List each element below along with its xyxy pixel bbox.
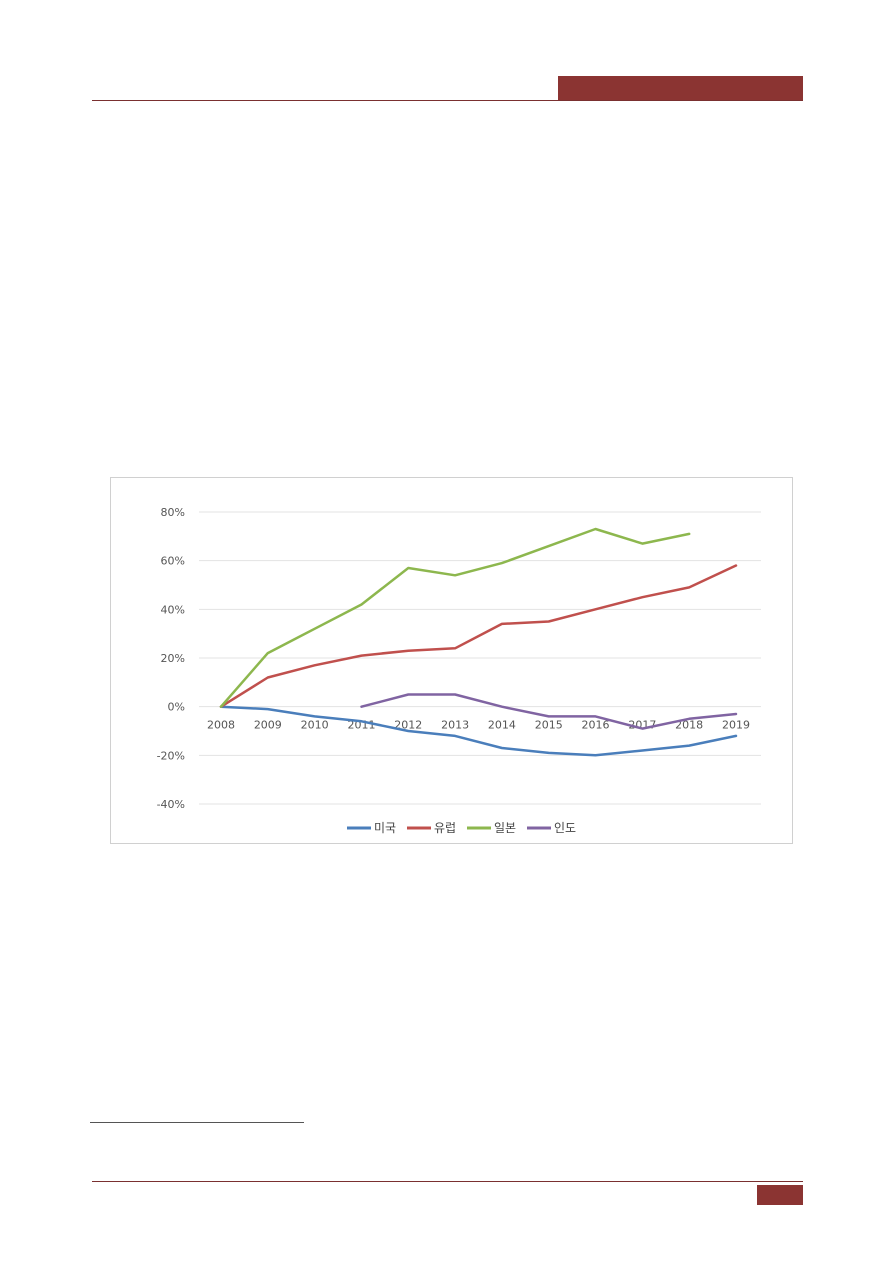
y-tick-label: 0% [168, 701, 185, 714]
y-tick-label: -40% [157, 798, 185, 811]
y-tick-label: -20% [157, 749, 185, 762]
chart-canvas: 80%60%40%20%0%-20%-40%2008 2009 2010 2011 20… [157, 506, 761, 835]
series-line [219, 564, 738, 708]
footer-rule [92, 1181, 803, 1182]
legend-label: 인도 [554, 821, 576, 835]
legend-label: 유럽 [434, 821, 456, 835]
x-tick-label: 2009 [254, 719, 282, 732]
x-tick-label: 2018 [675, 719, 703, 732]
x-tick-label: 2014 [488, 719, 516, 732]
x-tick-label: 2013 [441, 719, 469, 732]
series-line [360, 693, 738, 730]
y-tick-label: 20% [161, 652, 185, 665]
legend-label: 일본 [494, 821, 516, 835]
y-tick-label: 60% [161, 555, 185, 568]
line-chart: 80% 60% 40% 20% 0% -20% -40% 2008 2009 2010 2011 20… [110, 477, 793, 844]
x-tick-label: 2010 [301, 719, 329, 732]
series-line [219, 705, 738, 757]
legend-label: 미국 [374, 821, 396, 835]
y-tick-label: 40% [161, 603, 185, 616]
y-tick-label: 80% [161, 506, 185, 519]
x-tick-label: 2016 [582, 719, 610, 732]
header-accent-bar [558, 76, 803, 100]
x-tick-label: 2015 [535, 719, 563, 732]
header-rule [92, 100, 803, 101]
x-tick-label: 2019 [722, 719, 750, 732]
series-line [219, 527, 691, 708]
page-number-box [757, 1185, 803, 1205]
x-tick-label: 2008 [207, 719, 235, 732]
footnote-separator [90, 1122, 304, 1123]
